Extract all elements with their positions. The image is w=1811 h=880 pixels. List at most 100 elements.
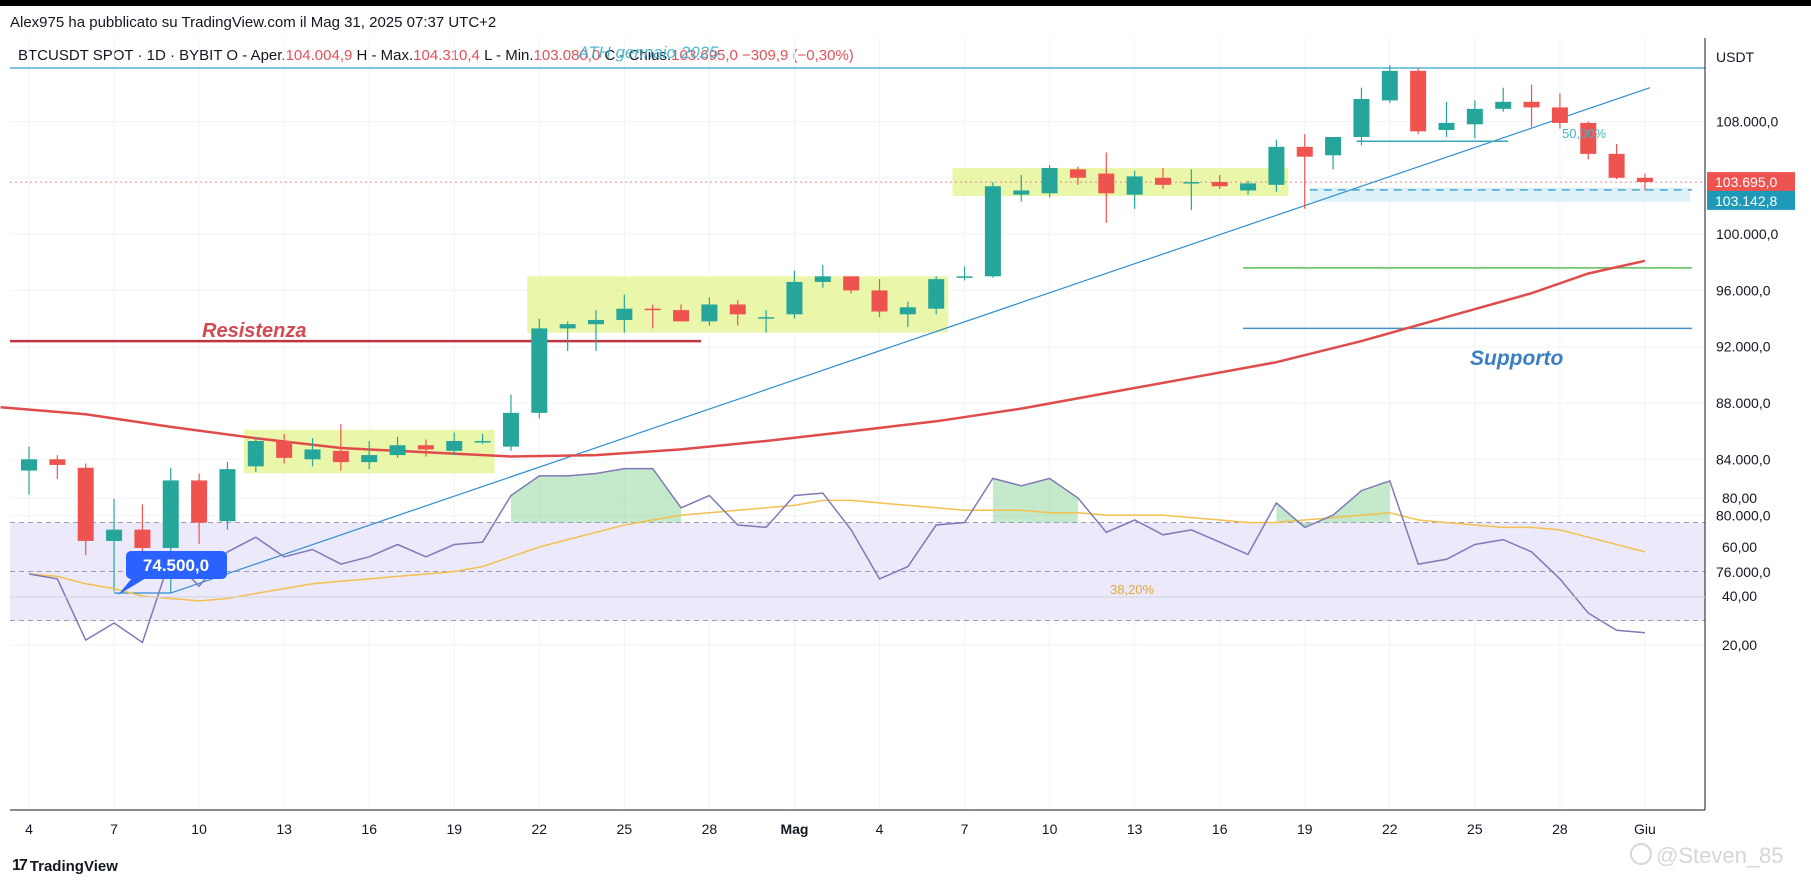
- level-badge: [1707, 190, 1795, 210]
- candle-body: [162, 480, 179, 548]
- time-tick-label: 13: [1127, 821, 1143, 837]
- rsi-band: [10, 522, 1705, 621]
- candle-body: [616, 308, 633, 320]
- time-tick-label: 28: [702, 821, 718, 837]
- candle-body: [389, 445, 406, 456]
- candle-body: [588, 319, 604, 325]
- time-tick-label: 10: [1042, 821, 1058, 837]
- rsi-indicator: [28, 467, 1646, 644]
- rsi-line: [28, 467, 1646, 644]
- rsi-tick-label: 80,00: [1722, 490, 1757, 506]
- candle-body: [1069, 169, 1086, 178]
- candle-body: [644, 308, 661, 311]
- candle-body: [502, 412, 519, 447]
- low-callout-box: [126, 551, 227, 579]
- candle-body: [219, 469, 236, 522]
- candle-body: [1325, 136, 1342, 156]
- candle-body: [49, 459, 66, 465]
- candle-body: [956, 276, 973, 278]
- last-price-label: 103.695,0: [1715, 174, 1777, 190]
- candle-body: [531, 328, 548, 413]
- time-tick-label: 28: [1552, 821, 1568, 837]
- rsi-tick-label: 60,00: [1722, 539, 1757, 555]
- candle-body: [758, 317, 775, 319]
- ath-label: ATH gennaio 2025: [577, 43, 719, 62]
- candle-body: [786, 281, 803, 315]
- watermark-icon: [1630, 843, 1652, 865]
- time-tick-label: 25: [617, 821, 633, 837]
- trend-line: [170, 87, 1651, 594]
- candle-body: [1495, 101, 1512, 109]
- time-tick-label: 16: [361, 821, 377, 837]
- candle-body: [701, 304, 718, 322]
- candle-body: [984, 186, 1001, 277]
- top-border: [0, 0, 1811, 6]
- resistance-label: Resistenza: [202, 320, 307, 342]
- candle-body: [871, 290, 888, 312]
- candle-body: [1381, 70, 1398, 101]
- candle-body: [77, 467, 94, 541]
- candle-body: [673, 310, 690, 322]
- candle-body: [1240, 183, 1257, 191]
- candle-body: [1608, 153, 1625, 178]
- legend-symbol[interactable]: BTCUSDT SPOT · 1D · BYBIT: [18, 47, 223, 64]
- candle-body: [191, 480, 208, 523]
- rsi-ma-line: [28, 499, 1646, 602]
- currency-label: USDT: [1716, 49, 1755, 65]
- legend-high-label: H - Max.: [356, 47, 414, 64]
- price-tick-label: 100.000,0: [1716, 226, 1778, 242]
- price-tick-label: 88.000,0: [1716, 395, 1771, 411]
- candle-body: [21, 459, 37, 471]
- legend-open-label: O - Aper.: [226, 47, 286, 64]
- candle-body: [1353, 98, 1370, 137]
- legend-change-value: −309,9 (−0,30%): [742, 47, 854, 64]
- time-tick-label: 22: [532, 821, 548, 837]
- price-tick-label: 80.000,0: [1716, 508, 1771, 524]
- fib-50-label: 50,00%: [1562, 126, 1607, 141]
- candle-body: [361, 455, 378, 463]
- rsi-tick-label: 20,00: [1722, 637, 1757, 653]
- rsi-overbought-fill: [510, 468, 682, 523]
- time-tick-label: 19: [1297, 821, 1313, 837]
- candle-body: [417, 445, 434, 450]
- rsi-overbought-fill: [992, 478, 1078, 523]
- candle-body: [1013, 190, 1030, 195]
- time-tick-label: 4: [25, 821, 33, 837]
- legend-low-value: 103.080,0: [533, 47, 601, 64]
- candle-body: [1098, 173, 1115, 194]
- price-tick-label: 76.000,0: [1716, 564, 1771, 580]
- time-tick-label: 7: [110, 821, 118, 837]
- legend-close-value: 103.695,0: [671, 47, 738, 64]
- candle-body: [446, 441, 463, 451]
- tradingview-logo[interactable]: 17 TradingView: [12, 857, 118, 875]
- time-tick-label: 16: [1212, 821, 1228, 837]
- candle-body: [474, 441, 491, 443]
- candle-body: [1466, 108, 1483, 125]
- candle-body: [1041, 167, 1058, 194]
- candle-body: [276, 441, 293, 458]
- candle-body: [304, 449, 321, 460]
- legend-close-label: C - Chius.: [604, 47, 672, 64]
- time-tick-label: 13: [276, 821, 292, 837]
- candle-body: [1296, 146, 1313, 157]
- candle-body: [899, 307, 916, 315]
- last-price-badge: [1707, 172, 1795, 192]
- candle-body: [729, 304, 746, 315]
- drawn-lines: [10, 67, 1705, 594]
- level-label: 103.142,8: [1715, 193, 1777, 209]
- candle-body: [843, 276, 860, 291]
- time-tick-label: 7: [961, 821, 969, 837]
- price-tick-label: 108.000,0: [1716, 114, 1778, 130]
- watermark: @Steven_85: [1630, 843, 1784, 869]
- candle-body: [1580, 122, 1597, 154]
- level-zone: [1309, 187, 1690, 202]
- candle-body: [1523, 101, 1540, 108]
- low-callout-pointer: [118, 578, 146, 595]
- time-tick-label: 22: [1382, 821, 1398, 837]
- watermark-text: @Steven_85: [1656, 843, 1784, 868]
- candle-body: [247, 441, 264, 467]
- candle-body: [559, 324, 576, 329]
- brand-label: TradingView: [29, 857, 118, 875]
- publisher-line: Alex975 ha pubblicato su TradingView.com…: [10, 14, 497, 31]
